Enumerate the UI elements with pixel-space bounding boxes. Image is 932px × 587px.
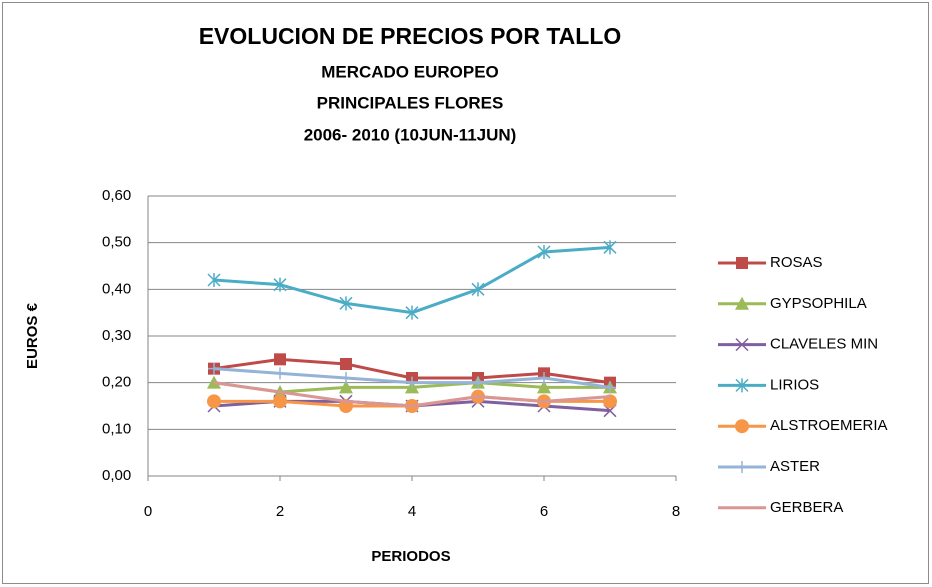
y-axis-label: EUROS € xyxy=(24,302,41,369)
marker xyxy=(274,353,286,366)
legend-label: GYPSOPHILA xyxy=(770,295,867,312)
x-tick-label: 0 xyxy=(144,503,152,520)
marker xyxy=(207,273,221,287)
marker xyxy=(339,296,353,311)
marker xyxy=(273,277,287,292)
chart-title: EVOLUCION DE PRECIOS POR TALLO xyxy=(199,23,622,49)
marker xyxy=(274,367,286,380)
marker xyxy=(339,380,353,394)
marker xyxy=(472,376,484,389)
marker xyxy=(736,461,748,473)
marker xyxy=(406,376,418,389)
x-tick-label: 8 xyxy=(672,503,680,520)
y-tick-label: 0,60 xyxy=(102,187,131,204)
legend-label: ALSTROEMERIA xyxy=(770,417,888,434)
y-tick-label: 0,50 xyxy=(102,234,131,251)
marker xyxy=(273,394,287,409)
y-tick-label: 0,10 xyxy=(102,420,131,437)
marker xyxy=(735,338,749,352)
marker xyxy=(207,375,221,389)
marker xyxy=(207,394,221,409)
marker xyxy=(208,362,220,375)
marker xyxy=(471,282,485,297)
y-tick-label: 0,40 xyxy=(102,280,131,297)
marker xyxy=(603,240,617,255)
marker xyxy=(604,381,616,394)
x-tick-label: 2 xyxy=(276,503,284,520)
x-tick-label: 4 xyxy=(408,503,416,520)
legend-label: LIRIOS xyxy=(770,376,819,393)
x-tick-label: 6 xyxy=(540,503,548,520)
marker xyxy=(538,372,550,384)
chart-subtitle: 2006- 2010 (10JUN-11JUN) xyxy=(304,125,517,144)
series-line xyxy=(213,381,611,408)
legend-label: ASTER xyxy=(770,458,820,475)
chart-subtitle: MERCADO EUROPEO xyxy=(321,62,499,81)
x-axis-label: PERIODOS xyxy=(371,548,450,565)
y-tick-label: 0,30 xyxy=(102,327,131,344)
marker xyxy=(340,372,352,384)
legend-label: GERBERA xyxy=(770,499,843,516)
chart-subtitle: PRINCIPALES FLORES xyxy=(317,93,504,112)
marker xyxy=(736,257,748,269)
legend-label: ROSAS xyxy=(770,254,823,271)
y-tick-label: 0,20 xyxy=(102,374,131,391)
marker xyxy=(735,419,749,434)
marker xyxy=(735,296,749,310)
marker xyxy=(537,380,551,394)
legend-label: CLAVELES MIN xyxy=(770,336,878,353)
marker xyxy=(735,378,749,393)
marker xyxy=(405,305,419,320)
marker xyxy=(537,245,551,259)
y-tick-label: 0,00 xyxy=(102,467,131,484)
marker xyxy=(340,358,352,370)
